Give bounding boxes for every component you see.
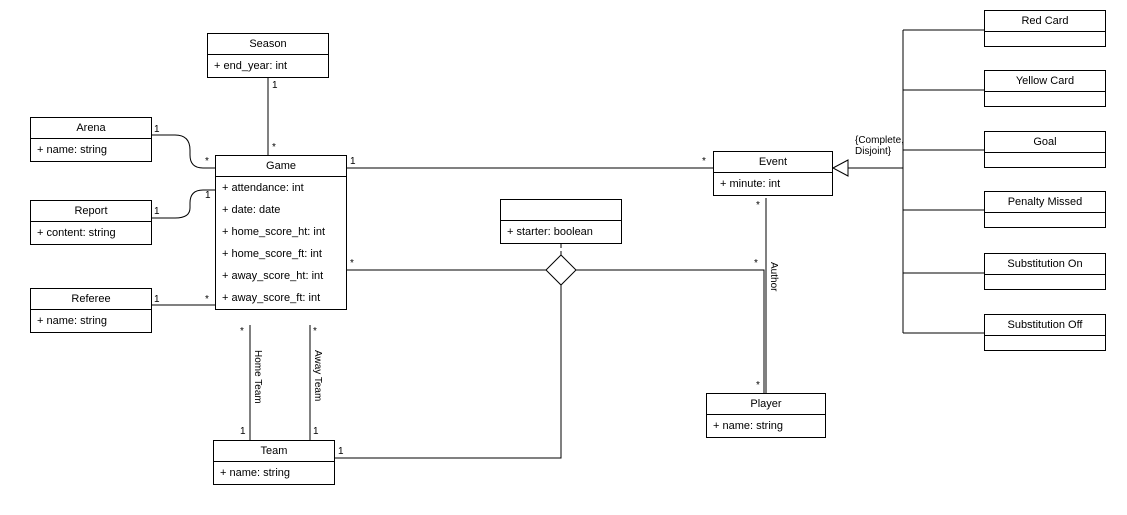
class-player-title: Player xyxy=(707,394,825,415)
mult-game-event-star: * xyxy=(702,156,706,167)
mult-game-event-1: 1 xyxy=(350,156,356,167)
class-red-card-body xyxy=(985,32,1105,46)
class-player: Player + name: string xyxy=(706,393,826,438)
class-substitution-off: Substitution Off xyxy=(984,314,1106,351)
mult-referee-star: * xyxy=(205,294,209,305)
class-association-title xyxy=(501,200,621,221)
class-yellow-card-title: Yellow Card xyxy=(985,71,1105,92)
class-substitution-on-body xyxy=(985,275,1105,289)
class-game-attr-1: + date: date xyxy=(222,199,340,221)
class-season-title: Season xyxy=(208,34,328,55)
class-game-attr-4: + away_score_ht: int xyxy=(222,265,340,287)
class-event-attr-0: + minute: int xyxy=(720,173,826,195)
class-report: Report + content: string xyxy=(30,200,152,245)
class-arena-title: Arena xyxy=(31,118,151,139)
mult-home-bot: 1 xyxy=(240,426,246,437)
class-penalty-missed: Penalty Missed xyxy=(984,191,1106,228)
class-goal-title: Goal xyxy=(985,132,1105,153)
mult-player-diamond: * xyxy=(754,258,758,269)
class-penalty-missed-body xyxy=(985,213,1105,227)
class-red-card-title: Red Card xyxy=(985,11,1105,32)
class-arena-attr-0: + name: string xyxy=(37,139,145,161)
class-season: Season + end_year: int xyxy=(207,33,329,78)
class-substitution-on-title: Substitution On xyxy=(985,254,1105,275)
class-referee-attr-0: + name: string xyxy=(37,310,145,332)
class-game-attr-0: + attendance: int xyxy=(222,177,340,199)
class-substitution-off-body xyxy=(985,336,1105,350)
mult-away-top: * xyxy=(313,326,317,337)
mult-season-star: * xyxy=(272,142,276,153)
mult-report-1a: 1 xyxy=(154,206,160,217)
class-red-card: Red Card xyxy=(984,10,1106,47)
mult-game-diamond: * xyxy=(350,258,354,269)
class-yellow-card-body xyxy=(985,92,1105,106)
mult-arena-1: 1 xyxy=(154,124,160,135)
class-game-title: Game xyxy=(216,156,346,177)
class-substitution-off-title: Substitution Off xyxy=(985,315,1105,336)
class-game-attr-3: + home_score_ft: int xyxy=(222,243,340,265)
mult-season-1: 1 xyxy=(272,80,278,91)
class-season-attr-0: + end_year: int xyxy=(214,55,322,77)
mult-home-top: * xyxy=(240,326,244,337)
mult-event-player-bot: * xyxy=(756,380,760,391)
class-team-attr-0: + name: string xyxy=(220,462,328,484)
mult-report-1b: 1 xyxy=(205,190,211,201)
mult-arena-star: * xyxy=(205,156,209,167)
class-game-attr-2: + home_score_ht: int xyxy=(222,221,340,243)
mult-event-player-top: * xyxy=(756,200,760,211)
class-association-attr-0: + starter: boolean xyxy=(507,221,615,243)
label-away-team: Away Team xyxy=(312,350,323,401)
class-arena: Arena + name: string xyxy=(30,117,152,162)
mult-team-diamond: 1 xyxy=(338,446,344,457)
class-goal-body xyxy=(985,153,1105,167)
class-report-attr-0: + content: string xyxy=(37,222,145,244)
class-event-title: Event xyxy=(714,152,832,173)
label-author: Author xyxy=(768,262,779,291)
mult-referee-1: 1 xyxy=(154,294,160,305)
class-team-title: Team xyxy=(214,441,334,462)
class-event: Event + minute: int xyxy=(713,151,833,196)
label-constraint: {Complete, Disjoint} xyxy=(855,135,904,157)
class-substitution-on: Substitution On xyxy=(984,253,1106,290)
class-player-attr-0: + name: string xyxy=(713,415,819,437)
class-referee: Referee + name: string xyxy=(30,288,152,333)
class-penalty-missed-title: Penalty Missed xyxy=(985,192,1105,213)
diagram-canvas: Season + end_year: int Arena + name: str… xyxy=(0,0,1127,515)
class-team: Team + name: string xyxy=(213,440,335,485)
class-association: + starter: boolean xyxy=(500,199,622,244)
class-report-title: Report xyxy=(31,201,151,222)
connectors-layer xyxy=(0,0,1127,515)
class-referee-title: Referee xyxy=(31,289,151,310)
label-home-team: Home Team xyxy=(252,350,263,404)
mult-away-bot: 1 xyxy=(313,426,319,437)
class-yellow-card: Yellow Card xyxy=(984,70,1106,107)
class-game-attr-5: + away_score_ft: int xyxy=(222,287,340,309)
class-game: Game + attendance: int + date: date + ho… xyxy=(215,155,347,310)
class-goal: Goal xyxy=(984,131,1106,168)
